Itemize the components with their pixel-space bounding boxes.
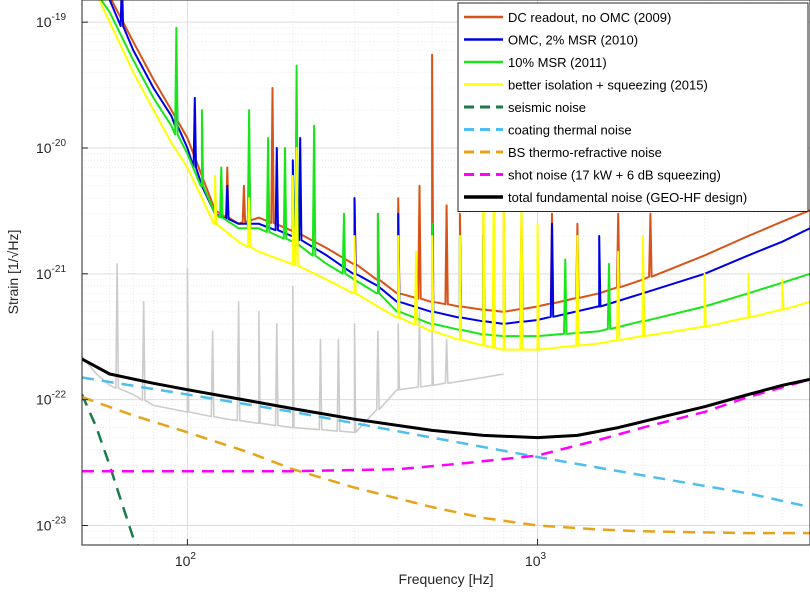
legend-label-7: shot noise (17 kW + 6 dB squeezing) (508, 168, 721, 183)
series-line-4 (82, 393, 139, 545)
y-tick-label: 10-19 (36, 12, 66, 30)
legend-label-5: coating thermal noise (508, 123, 632, 138)
legend-label-6: BS thermo-refractive noise (508, 145, 662, 160)
y-tick-label: 10-21 (36, 264, 66, 282)
series-line-6 (82, 395, 810, 535)
legend-label-3: better isolation + squeezing (2015) (508, 78, 708, 93)
legend-label-4: seismic noise (508, 100, 586, 115)
y-tick-label: 10-23 (36, 516, 66, 534)
series-line-8 (82, 357, 810, 440)
data-traces (82, 0, 810, 545)
y-axis-label: Strain [1/√Hz] (5, 230, 21, 315)
axis-ticks: 102 103 10-19 10-20 10-21 10-22 10-23 (36, 12, 547, 569)
x-tick-label: 103 (525, 551, 547, 569)
plot-frame (81, 0, 810, 546)
legend-box (457, 2, 809, 212)
legend-label-2: 10% MSR (2011) (508, 55, 607, 70)
series-line-5 (82, 376, 810, 509)
x-tick-label: 102 (175, 551, 197, 569)
y-tick-label: 10-22 (36, 390, 66, 408)
legend-label-8: total fundamental noise (GEO-HF design) (508, 190, 747, 205)
series-line-3 (98, 0, 810, 351)
y-tick-label: 10-20 (36, 138, 66, 156)
x-axis-label: Frequency [Hz] (399, 571, 494, 587)
legend-label-0: DC readout, no OMC (2009) (508, 10, 671, 25)
legend: DC readout, no OMC (2009) OMC, 2% MSR (20… (457, 2, 809, 212)
background-noise-trace (82, 263, 504, 434)
legend-label-1: OMC, 2% MSR (2010) (508, 33, 638, 48)
series-line-7 (82, 378, 810, 473)
